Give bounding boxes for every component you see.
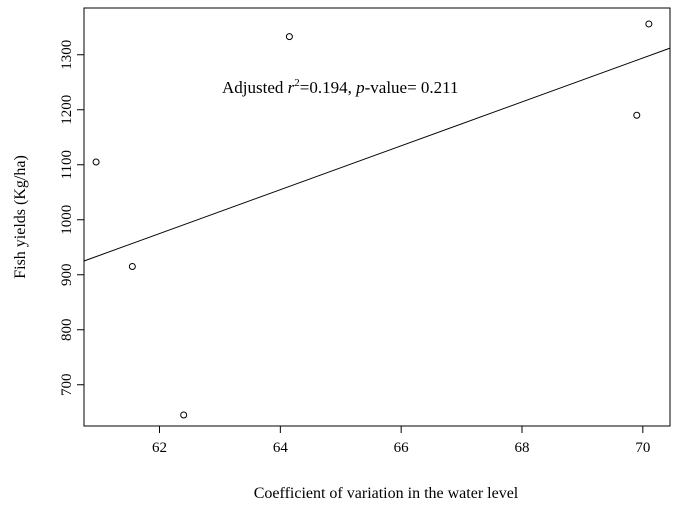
annotation-text: Adjusted r2=0.194, p-value= 0.211 bbox=[222, 77, 459, 97]
annotation-r-value: =0.194, bbox=[300, 78, 356, 97]
annotation-r-superscript: 2 bbox=[294, 77, 300, 89]
x-tick-label: 68 bbox=[514, 440, 529, 456]
y-tick-label: 800 bbox=[59, 319, 75, 342]
data-point bbox=[645, 20, 653, 28]
plot-frame bbox=[83, 7, 671, 427]
y-tick-label: 1200 bbox=[59, 95, 75, 125]
y-axis: 700 800 900 1000 1100 1200 1300 bbox=[59, 40, 84, 396]
annotation-p-value: -value= 0.211 bbox=[365, 78, 459, 97]
y-tick-label: 700 bbox=[59, 374, 75, 397]
x-tick-label: 70 bbox=[635, 440, 650, 456]
data-points bbox=[92, 20, 653, 419]
y-tick-label: 1300 bbox=[59, 40, 75, 70]
data-point bbox=[180, 411, 188, 419]
x-axis: 62 64 66 68 70 bbox=[152, 426, 650, 456]
annotation-prefix: Adjusted bbox=[222, 78, 288, 97]
y-tick-label: 900 bbox=[59, 264, 75, 287]
x-tick-label: 64 bbox=[273, 440, 289, 456]
data-point bbox=[128, 263, 136, 270]
x-tick-label: 66 bbox=[394, 440, 410, 456]
y-tick-label: 1100 bbox=[59, 150, 75, 179]
annotation-r-symbol: r bbox=[288, 78, 295, 97]
y-tick-label: 1000 bbox=[59, 205, 75, 235]
x-axis-title: Coefficient of variation in the water le… bbox=[254, 485, 519, 502]
x-tick-label: 62 bbox=[152, 440, 167, 456]
data-point bbox=[633, 111, 641, 119]
data-point bbox=[92, 158, 100, 166]
y-axis-title: Fish yields (Kg/ha) bbox=[12, 155, 29, 279]
data-point bbox=[285, 33, 293, 41]
regression-line bbox=[83, 47, 671, 262]
annotation-p-symbol: p bbox=[355, 78, 365, 97]
